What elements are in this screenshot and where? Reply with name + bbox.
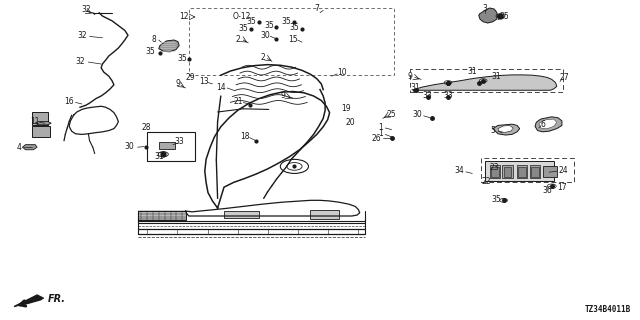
Bar — [490, 165, 500, 178]
Text: 14: 14 — [216, 83, 226, 92]
Bar — [410, 69, 563, 92]
Text: 1: 1 — [378, 129, 383, 138]
Text: 3: 3 — [483, 4, 488, 13]
Text: 33: 33 — [443, 91, 453, 100]
Text: 34: 34 — [454, 166, 465, 175]
Polygon shape — [479, 8, 498, 23]
Text: 30: 30 — [124, 142, 134, 151]
Text: 11: 11 — [31, 117, 40, 126]
Text: 13: 13 — [198, 77, 209, 86]
Bar — [517, 165, 527, 178]
Text: 9: 9 — [280, 92, 285, 100]
Text: 25: 25 — [387, 110, 397, 119]
Bar — [481, 158, 574, 182]
Text: 21: 21 — [234, 97, 243, 106]
Text: 4: 4 — [17, 143, 22, 152]
Polygon shape — [35, 122, 51, 125]
Text: 30: 30 — [412, 110, 422, 119]
Text: 29: 29 — [186, 73, 196, 82]
Text: 35: 35 — [238, 24, 248, 33]
Text: 36: 36 — [542, 186, 552, 195]
Text: O-12: O-12 — [233, 12, 251, 21]
Text: 35: 35 — [289, 23, 300, 32]
Polygon shape — [413, 75, 557, 92]
Text: 32: 32 — [75, 57, 85, 66]
Text: 35: 35 — [491, 195, 501, 204]
Text: 5: 5 — [490, 126, 495, 135]
Text: 35: 35 — [264, 21, 274, 30]
Text: 16: 16 — [64, 97, 74, 106]
Text: 32: 32 — [77, 31, 87, 40]
Polygon shape — [14, 295, 44, 307]
Polygon shape — [493, 124, 520, 135]
Text: 30: 30 — [260, 31, 271, 40]
Text: 20: 20 — [346, 118, 356, 127]
Bar — [159, 142, 175, 149]
Bar — [32, 125, 50, 137]
Text: FR.: FR. — [48, 294, 66, 304]
Text: 26: 26 — [371, 134, 381, 143]
Bar — [138, 211, 186, 220]
Text: 35: 35 — [145, 47, 156, 56]
Text: 23: 23 — [489, 163, 499, 172]
Bar — [485, 161, 554, 181]
Text: 18: 18 — [240, 132, 249, 141]
Bar — [32, 112, 48, 125]
Text: 35: 35 — [177, 54, 188, 63]
Bar — [518, 167, 526, 177]
Bar — [530, 165, 540, 178]
Text: 31: 31 — [467, 67, 477, 76]
Text: 2: 2 — [236, 35, 241, 44]
Bar — [491, 167, 499, 177]
Text: 19: 19 — [340, 104, 351, 113]
Polygon shape — [22, 145, 37, 150]
Bar — [189, 8, 394, 75]
Bar — [224, 211, 259, 218]
Bar — [502, 165, 513, 178]
Text: 33: 33 — [422, 91, 433, 100]
Text: 8: 8 — [151, 35, 156, 44]
Text: 28: 28 — [141, 124, 150, 132]
Text: 35: 35 — [282, 17, 292, 26]
Bar — [147, 132, 195, 161]
Text: 15: 15 — [288, 35, 298, 44]
Text: 32: 32 — [81, 5, 92, 14]
Text: 31: 31 — [410, 83, 420, 92]
Bar — [504, 167, 511, 177]
Text: 12: 12 — [180, 12, 189, 21]
Text: 35: 35 — [499, 12, 509, 21]
Text: 35: 35 — [246, 17, 256, 26]
Text: 22: 22 — [482, 177, 491, 186]
Text: 24: 24 — [558, 166, 568, 175]
Text: 10: 10 — [337, 68, 348, 77]
Text: 6: 6 — [540, 120, 545, 129]
Text: 2: 2 — [260, 53, 265, 62]
Text: 31: 31 — [154, 152, 164, 161]
Text: TZ34B4011B: TZ34B4011B — [584, 305, 630, 314]
Text: 33: 33 — [174, 137, 184, 146]
Polygon shape — [159, 40, 179, 52]
Polygon shape — [535, 117, 562, 132]
Text: 7: 7 — [314, 4, 319, 13]
Text: 1: 1 — [378, 123, 383, 132]
Text: 27: 27 — [559, 73, 570, 82]
Text: 9: 9 — [175, 79, 180, 88]
Text: 9: 9 — [407, 72, 412, 81]
Text: 17: 17 — [557, 183, 567, 192]
Bar — [531, 167, 539, 177]
Bar — [310, 210, 339, 219]
Polygon shape — [498, 125, 513, 132]
Polygon shape — [539, 119, 557, 129]
Text: 31: 31 — [491, 72, 501, 81]
Bar — [543, 166, 557, 177]
